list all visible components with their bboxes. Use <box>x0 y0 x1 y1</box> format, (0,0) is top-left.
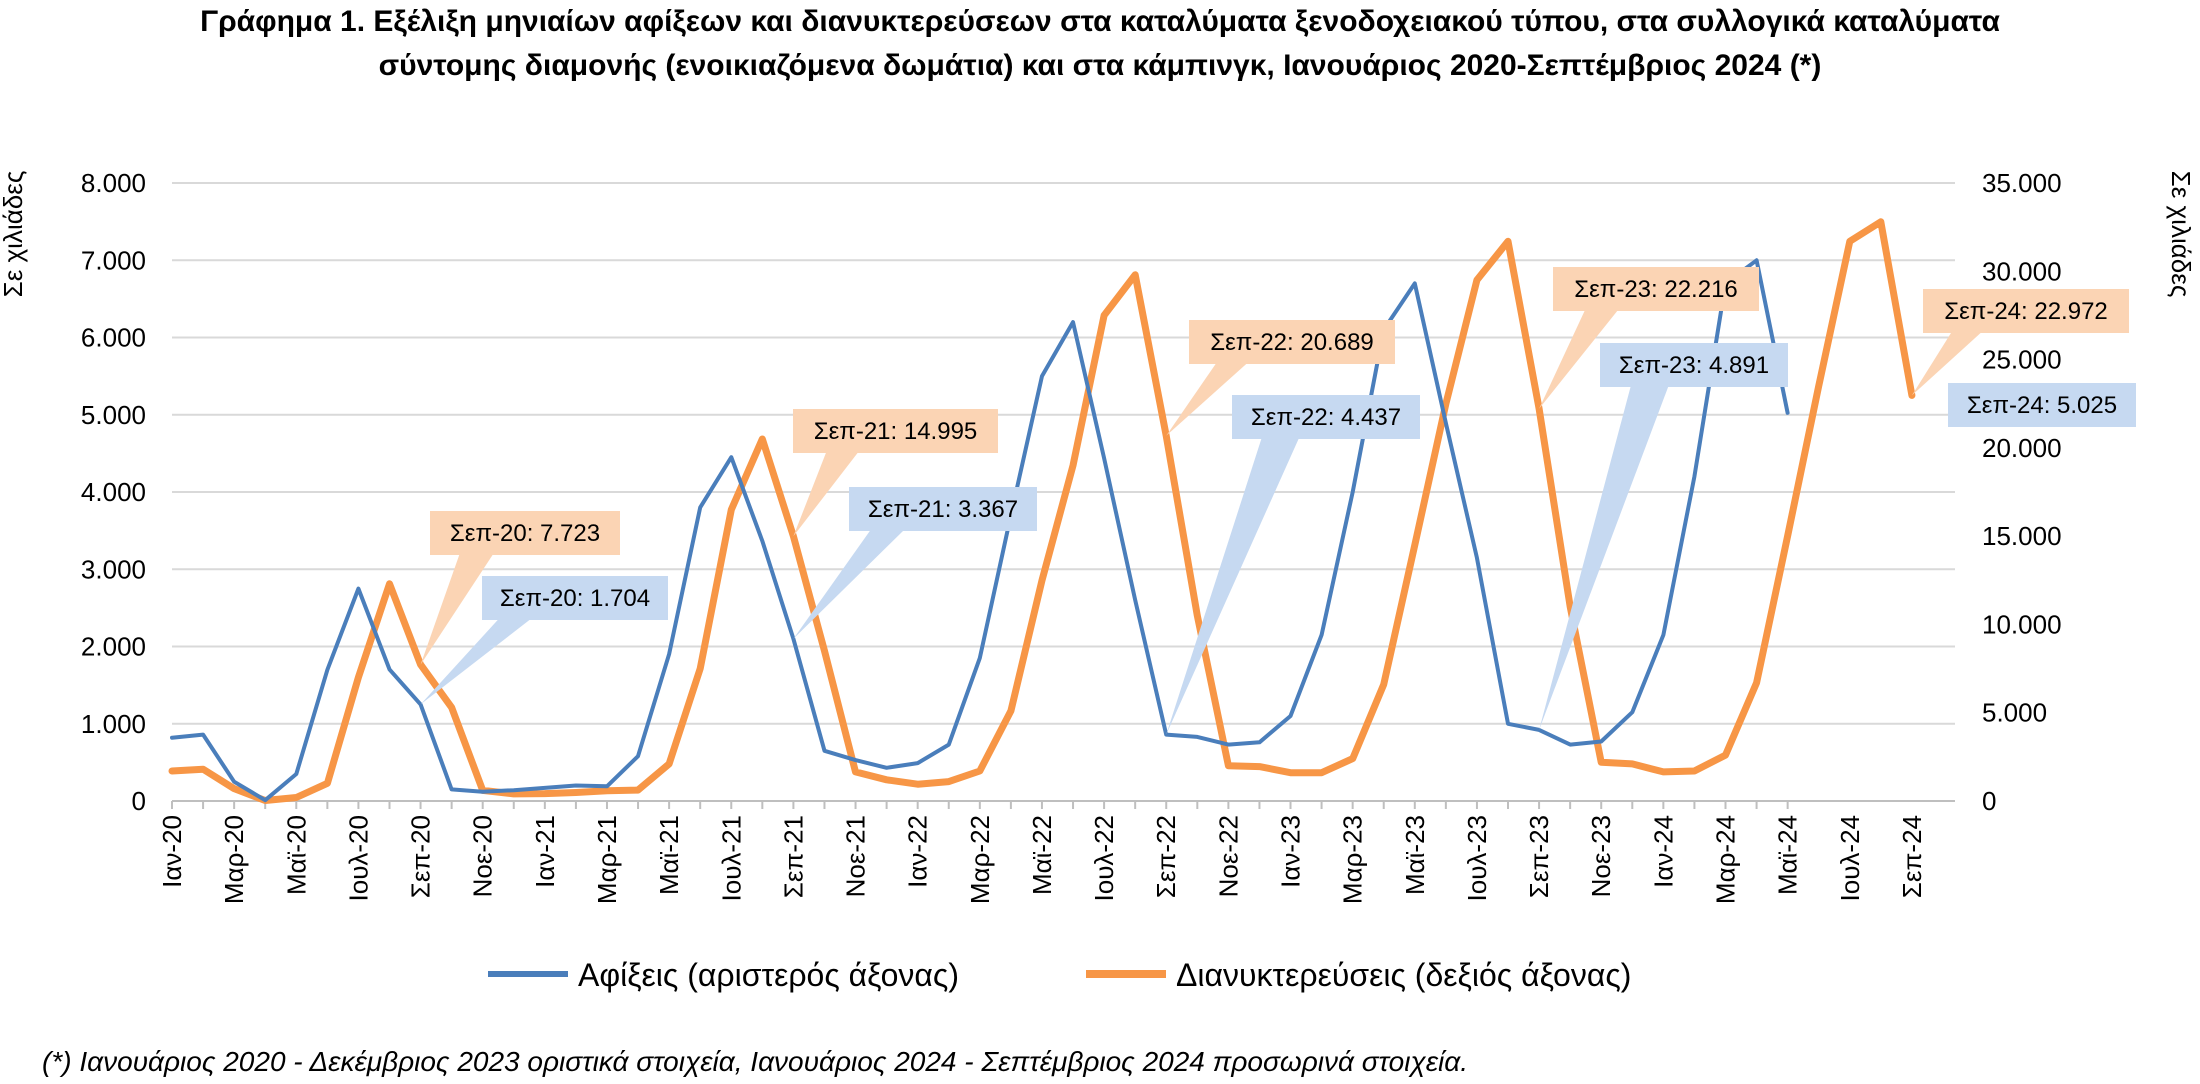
callout-box <box>1553 267 1759 311</box>
callout-pointer <box>793 509 926 639</box>
x-tick-label: Σεπ-22 <box>1151 815 1181 898</box>
callout-label: Σεπ-21: 14.995 <box>814 418 978 445</box>
callout-label: Σεπ-24: 5.025 <box>1967 392 2117 419</box>
callout-label: Σεπ-23: 4.891 <box>1619 352 1769 379</box>
right-y-tick-label: 35.000 <box>1982 168 2062 198</box>
x-tick-label: Μαρ-20 <box>219 815 249 904</box>
series-lines <box>168 218 1916 804</box>
legend-label-arrivals: Αφίξεις (αριστερός άξονας) <box>578 957 959 993</box>
left-axis-title: Σε χιλιάδες <box>0 171 28 298</box>
callout-box <box>1923 289 2129 333</box>
x-tick-label: Νοε-20 <box>468 815 498 897</box>
callout-pointer <box>1539 289 1635 409</box>
callout-pointer <box>1166 342 1271 436</box>
legend-label-nights: Διανυκτερεύσεις (δεξιός άξονας) <box>1176 957 1631 993</box>
x-tick-label: Ιουλ-22 <box>1089 815 1119 901</box>
callout-box <box>430 511 620 555</box>
callout-box <box>1232 395 1420 439</box>
x-tick-label: Μαρ-24 <box>1711 815 1741 904</box>
callout-label: Σεπ-20: 1.704 <box>500 585 650 612</box>
x-tick-label: Μαρ-21 <box>592 815 622 904</box>
x-tick-label: Νοε-21 <box>841 815 871 897</box>
x-tick-label: Σεπ-23 <box>1524 815 1554 898</box>
x-tick-label: Ιουλ-20 <box>343 815 373 901</box>
left-y-tick-label: 1.000 <box>81 709 146 739</box>
callout-label: Σεπ-23: 22.216 <box>1574 276 1738 303</box>
callout-box <box>1189 320 1395 364</box>
right-axis-title: Σε χιλιάδες <box>2166 171 2196 298</box>
callout-pointer <box>420 533 507 665</box>
callout-label: Σεπ-22: 4.437 <box>1251 404 1401 431</box>
left-y-tick-label: 8.000 <box>81 168 146 198</box>
data-callouts: Σεπ-20: 7.723 Σεπ-20: 1.704 Σεπ-21: 14.995… <box>420 267 2136 735</box>
x-tick-label: Ιαν-20 <box>157 815 187 888</box>
callout-pointer <box>793 431 875 537</box>
x-tick-label: Μαϊ-22 <box>1027 815 1057 895</box>
x-tick-label: Νοε-22 <box>1213 815 1243 897</box>
right-y-axis-ticks: 0 5.000 10.000 15.000 20.000 25.000 30.000 35.0… <box>1982 168 2062 816</box>
callout-pointer <box>1911 311 2005 396</box>
callout-pointer <box>1539 365 1677 730</box>
left-y-tick-label: 6.000 <box>81 323 146 353</box>
footnote: (*) Ιανουάριος 2020 - Δεκέμβριος 2023 ορ… <box>42 1046 1469 1077</box>
chart-title-line-2: σύντομης διαμονής (ενοικιαζόμενα δωμάτια… <box>378 49 1822 82</box>
right-y-tick-label: 15.000 <box>1982 521 2062 551</box>
callout-label: Σεπ-21: 3.367 <box>868 496 1018 523</box>
callout-box <box>1600 343 1788 387</box>
x-tick-label: Μαϊ-24 <box>1773 815 1803 895</box>
chart-title: Γράφημα 1. Εξέλιξη μηνιαίων αφίξεων και … <box>0 0 2200 88</box>
callout-pointer <box>1166 417 1309 735</box>
x-tick-label: Ιαν-21 <box>530 815 560 888</box>
arrivals-line <box>170 258 1790 803</box>
right-y-tick-label: 20.000 <box>1982 433 2062 463</box>
x-tick-label: Ιαν-23 <box>1276 815 1306 888</box>
x-tick-label: Ιαν-24 <box>1648 815 1678 888</box>
callout-box <box>849 487 1037 531</box>
callout-box <box>1948 383 2136 427</box>
x-tick-label: Ιουλ-24 <box>1835 815 1865 901</box>
chart-title-line-1: Γράφημα 1. Εξέλιξη μηνιαίων αφίξεων και … <box>200 5 2000 38</box>
left-y-tick-label: 4.000 <box>81 477 146 507</box>
callout-label: Σεπ-20: 7.723 <box>450 520 600 547</box>
callout-box <box>793 409 998 453</box>
left-y-tick-label: 3.000 <box>81 554 146 584</box>
x-tick-label: Ιαν-22 <box>903 815 933 888</box>
right-y-tick-label: 30.000 <box>1982 256 2062 286</box>
x-axis: Ιαν-20 Μαρ-20 Μαϊ-20 Ιουλ-20 Σεπ-20 Νοε-20 Ιαν… <box>157 801 1927 904</box>
callout-label: Σεπ-24: 22.972 <box>1944 298 2108 325</box>
left-y-axis-ticks: 0 1.000 2.000 3.000 4.000 5.000 6.000 7.000 8.00… <box>81 168 146 816</box>
x-tick-label: Νοε-23 <box>1586 815 1616 897</box>
x-tick-label: Μαϊ-23 <box>1400 815 1430 895</box>
x-tick-label: Ιουλ-21 <box>716 815 746 901</box>
left-y-tick-label: 2.000 <box>81 632 146 662</box>
x-tick-label: Μαρ-22 <box>965 815 995 904</box>
callout-box <box>482 576 668 620</box>
right-y-tick-label: 5.000 <box>1982 698 2047 728</box>
x-tick-label: Σεπ-21 <box>778 815 808 898</box>
x-tick-label: Ιουλ-23 <box>1462 815 1492 901</box>
x-tick-label: Μαρ-23 <box>1338 815 1368 904</box>
callout-pointer <box>420 598 558 705</box>
right-y-tick-label: 0 <box>1982 786 1996 816</box>
x-tick-label: Μαϊ-21 <box>654 815 684 895</box>
dual-axis-line-chart: 0 1.000 2.000 3.000 4.000 5.000 6.000 7.000 8.00… <box>0 168 2196 993</box>
nights-line <box>168 218 1916 804</box>
left-y-tick-label: 7.000 <box>81 245 146 275</box>
callout-label: Σεπ-22: 20.689 <box>1210 329 1374 356</box>
x-tick-label: Σεπ-20 <box>406 815 436 898</box>
legend: Αφίξεις (αριστερός άξονας) Διανυκτερεύσε… <box>488 957 1631 993</box>
right-y-tick-label: 10.000 <box>1982 609 2062 639</box>
x-tick-label: Σεπ-24 <box>1897 815 1927 898</box>
right-y-tick-label: 25.000 <box>1982 345 2062 375</box>
x-tick-label: Μαϊ-20 <box>281 815 311 895</box>
left-y-tick-label: 5.000 <box>81 400 146 430</box>
left-y-tick-label: 0 <box>132 786 146 816</box>
